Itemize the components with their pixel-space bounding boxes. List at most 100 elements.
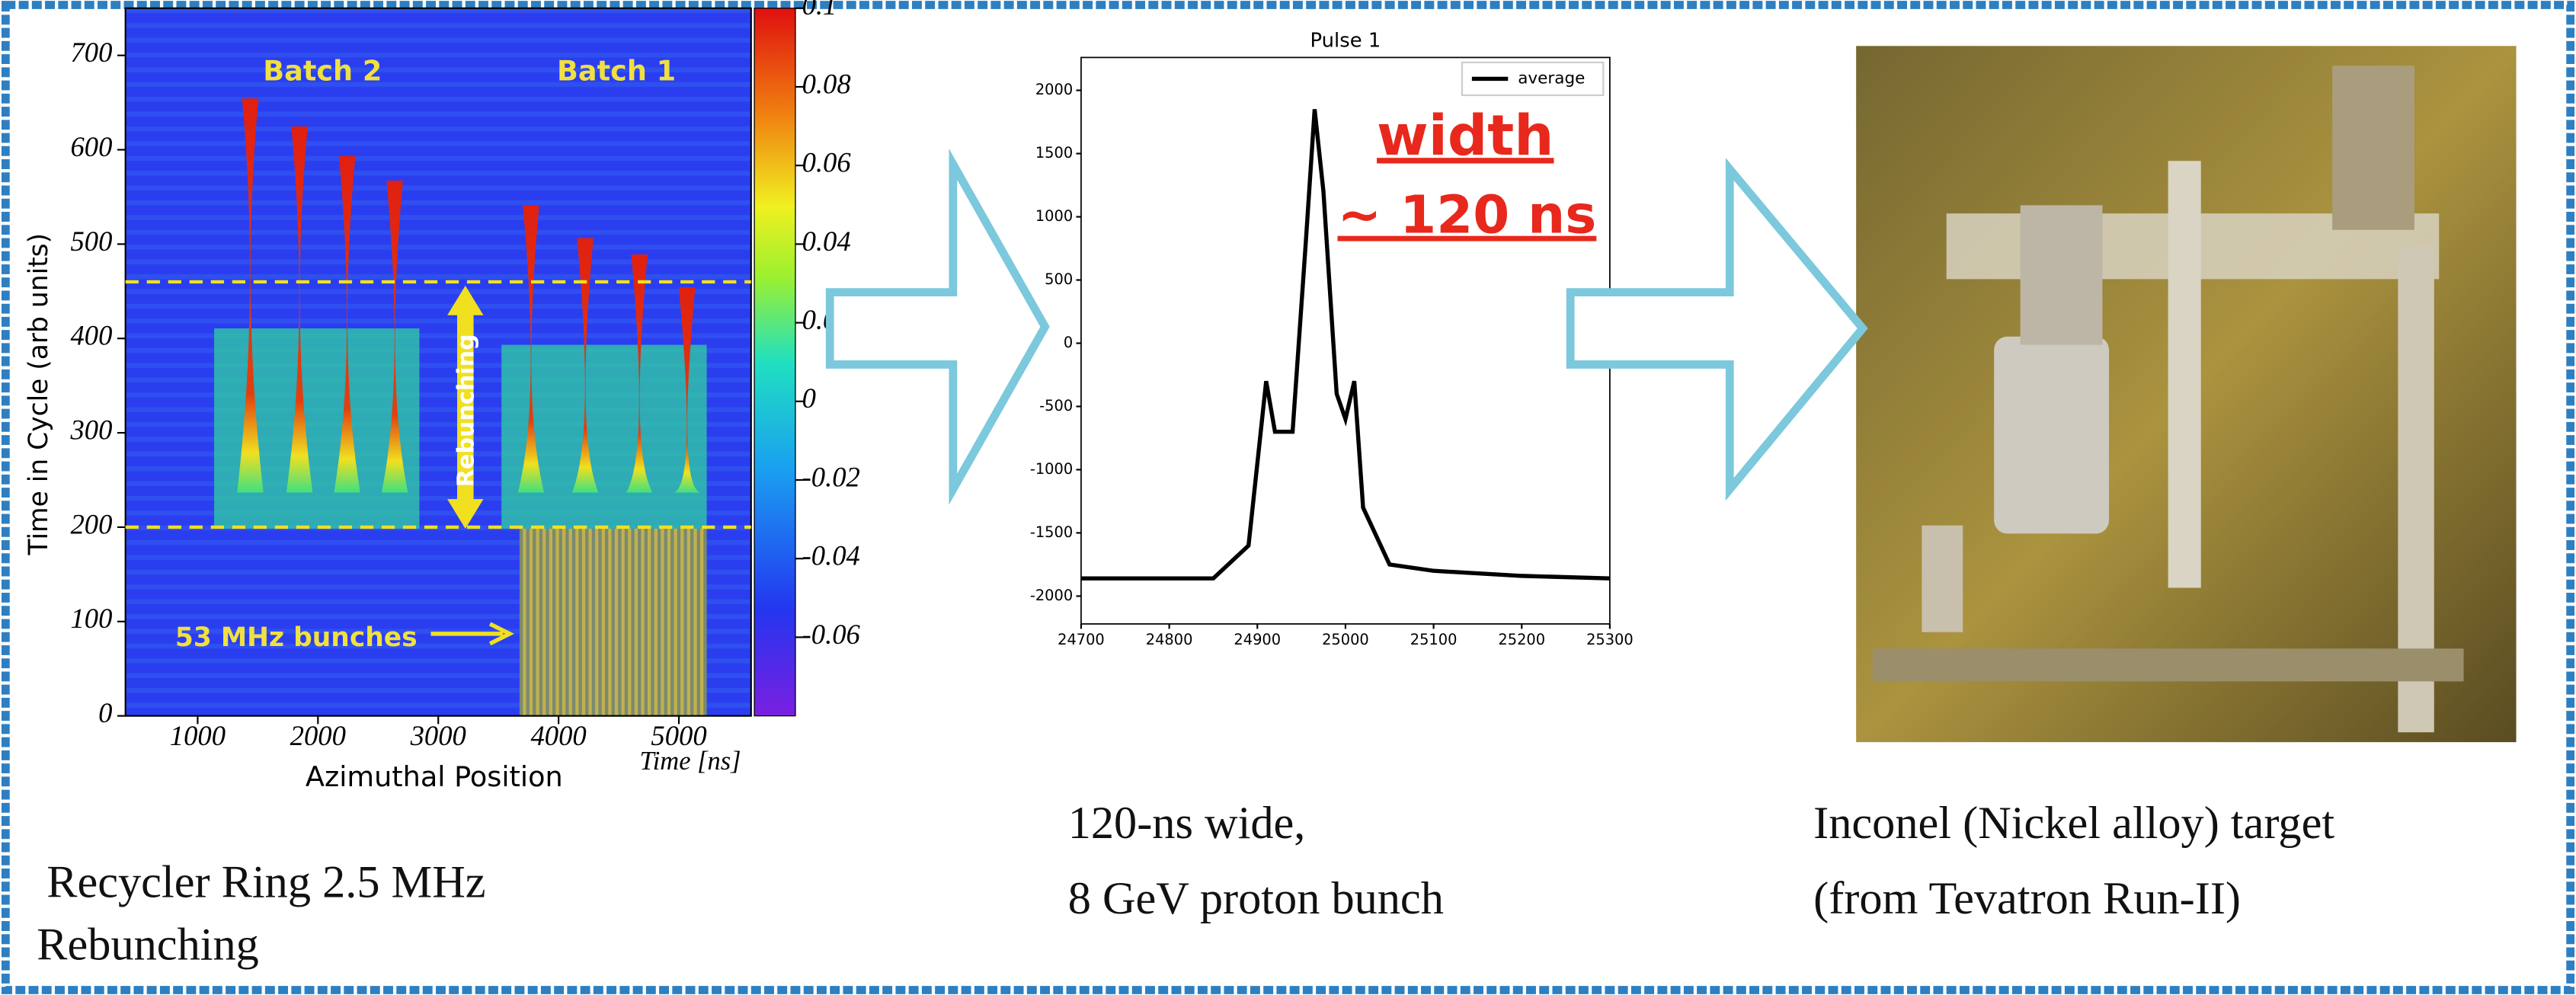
colorbar <box>754 8 796 717</box>
colorbar-tick-label: -0.06 <box>802 619 861 650</box>
x-tick-label: 24900 <box>1234 631 1281 648</box>
heatmap-band <box>125 584 751 590</box>
heatmap-band <box>125 245 751 250</box>
x-tick-label: 3000 <box>410 720 466 751</box>
heatmap-stripe <box>641 528 645 716</box>
heatmap-band <box>125 259 751 264</box>
heatmap-band <box>125 629 751 634</box>
heatmap-band <box>125 466 751 472</box>
heatmap-band <box>125 111 751 117</box>
series-line <box>1080 109 1610 581</box>
colorbar-label: Time [ns] <box>639 747 741 776</box>
heatmap-spike <box>334 155 360 493</box>
heatmap-spike <box>674 287 700 493</box>
y-tick-label: -1000 <box>1030 460 1073 478</box>
heatmap-band <box>125 510 751 516</box>
heatmap-stripe <box>614 528 619 716</box>
heatmap-band <box>125 318 751 324</box>
annotation: ~ 120 ns <box>1337 185 1596 246</box>
heatmap-band <box>125 525 751 531</box>
heatmap-band <box>125 599 751 605</box>
y-tick-label: -1500 <box>1030 523 1073 541</box>
heatmap-band <box>125 155 751 162</box>
heatmap-stripes <box>519 528 707 716</box>
heatmap-band <box>125 97 751 102</box>
heatmap-band <box>125 333 751 338</box>
caption: Recycler Ring 2.5 MHz <box>46 857 485 908</box>
heatmap-band <box>125 229 751 235</box>
arrows <box>825 149 1868 505</box>
heatmap-band <box>125 555 751 560</box>
heatmap-band <box>125 643 751 649</box>
heatmap-band <box>125 23 751 28</box>
annotation: Rebunching <box>453 334 479 487</box>
heatmap-stripe <box>634 528 638 716</box>
heatmap-stripe <box>686 528 691 716</box>
x-tick-label: 1000 <box>170 720 226 751</box>
heatmap-band <box>125 407 751 412</box>
heatmap-stripe <box>555 528 559 716</box>
heatmap-stripe <box>693 528 697 716</box>
heatmap-band <box>125 495 751 501</box>
heatmap-spike <box>571 238 599 493</box>
heatmap-band <box>125 126 751 132</box>
colorbar-tick-label: -0.04 <box>802 540 860 571</box>
y-tick-label: 1500 <box>1035 144 1073 162</box>
captions: Recycler Ring 2.5 MHz Rebunching 120-ns wi… <box>37 798 2334 970</box>
heatmap-band <box>125 614 751 619</box>
heatmap-stripe <box>608 528 612 716</box>
caption: Inconel (Nickel alloy) target <box>1813 798 2334 849</box>
heatmap-glow <box>501 344 707 529</box>
y-tick-label: 300 <box>69 414 112 445</box>
x-tick-label: 4000 <box>531 720 587 751</box>
annotation: Batch 2 <box>263 54 382 87</box>
arrow <box>825 149 1050 505</box>
x-tick-label: 25300 <box>1586 631 1634 648</box>
heatmap-band <box>125 658 751 664</box>
heatmap-stripe <box>562 528 566 716</box>
heatmap-stripe <box>654 528 658 716</box>
heatmap-band <box>125 392 751 398</box>
line-panel: Pulse 1 24700 24800 24900 25000 25100 25200 253… <box>1030 29 1634 648</box>
legend-label: average <box>1518 69 1585 88</box>
heatmap-band <box>125 702 751 708</box>
heatmap-band <box>125 437 751 442</box>
x-tick-label: 24700 <box>1058 631 1105 648</box>
heatmap-band <box>125 67 751 72</box>
heatmap-band <box>125 8 751 14</box>
heatmap-stripe <box>588 528 592 716</box>
y-tick-label: 200 <box>70 508 112 539</box>
arrow <box>1566 158 1868 501</box>
heatmap-band <box>125 171 751 176</box>
heatmap-band <box>125 274 751 280</box>
caption: Rebunching <box>37 920 259 971</box>
x-tick-label: 25100 <box>1410 631 1458 648</box>
heatmap-stripe <box>601 528 605 716</box>
heatmap-band <box>125 687 751 693</box>
annotation: 53 MHz bunches <box>175 622 418 653</box>
annotation: width <box>1377 104 1554 168</box>
y-tick-label: 0 <box>98 697 112 728</box>
x-tick-label: 25000 <box>1322 631 1369 648</box>
heatmap-band <box>125 347 751 354</box>
photo <box>1856 46 2517 743</box>
heatmap-stripe <box>523 528 526 716</box>
chart-title: Pulse 1 <box>1310 29 1381 52</box>
heatmap-band <box>125 303 751 309</box>
heatmap-stripe <box>575 528 579 716</box>
heatmap-panel: 1000 2000 3000 4000 5000 0 100 200 300 400 500 600 7… <box>24 0 860 793</box>
heatmap-band <box>125 540 751 545</box>
heatmap-band <box>125 215 751 220</box>
caption: 8 GeV proton bunch <box>1068 873 1444 924</box>
heatmap-stripe <box>661 528 664 716</box>
y-tick-label: -500 <box>1039 397 1073 414</box>
heatmap-band <box>125 451 751 457</box>
y-tick-label: 500 <box>1045 270 1073 288</box>
heatmap-stripe <box>628 528 632 716</box>
heatmap-stripe <box>621 528 625 716</box>
y-axis-label: Time in Cycle (arb units) <box>24 233 54 556</box>
y-tick-label: 1000 <box>1035 207 1073 225</box>
